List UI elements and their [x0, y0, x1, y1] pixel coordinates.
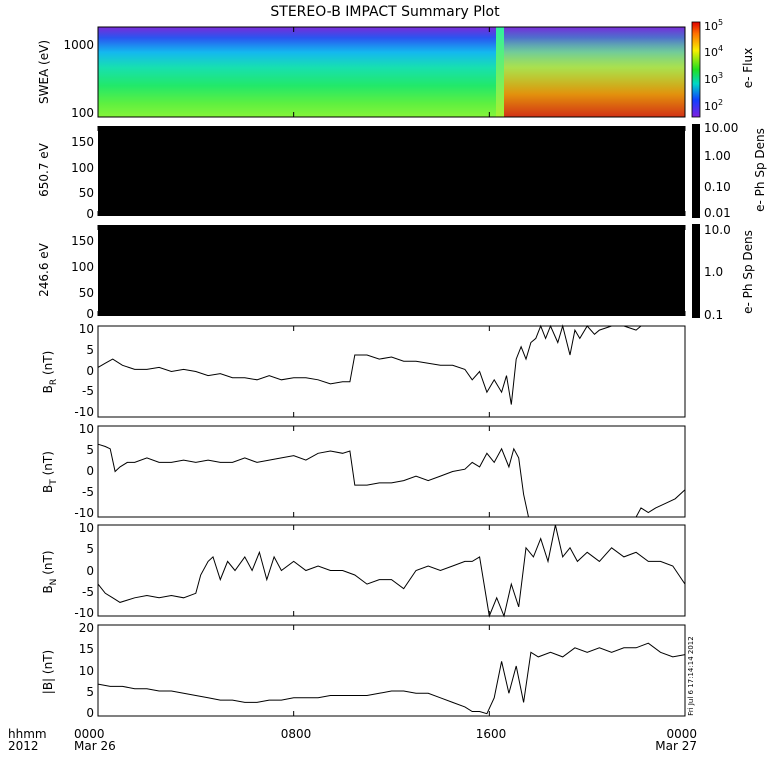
ph246-ytick-150: 150: [71, 234, 94, 248]
br-ytick-10: 10: [79, 322, 94, 336]
ph650-cbar-tick-2: 0.10: [704, 180, 731, 194]
bmag-ylabel: |B| (nT): [41, 650, 55, 694]
bt-ytick-m10: -10: [74, 506, 94, 520]
ph246-ytick-50: 50: [79, 286, 94, 300]
ph650-spectrogram: [98, 126, 685, 216]
ph650-colorbar: [692, 124, 700, 218]
xtick-label-1: 0800: [281, 727, 312, 741]
swea-cbar-tick-1e2: 102: [704, 98, 723, 113]
bmag-series-line: [97, 642, 686, 715]
bn-ytick-m5: -5: [82, 585, 94, 599]
bt-ytick-0: 0: [86, 464, 94, 478]
ph650-cbar-label: e- Ph Sp Dens: [753, 128, 767, 212]
swea-cbar-tick-1e5: 105: [704, 18, 723, 33]
ph650-cbar-tick-3: 0.01: [704, 206, 731, 220]
ph650-cbar-tick-1: 1.00: [704, 149, 731, 163]
bt-ylabel: BT (nT): [41, 451, 59, 493]
bt-ytick-5: 5: [86, 443, 94, 457]
x-row-label-hhmm: hhmm: [8, 727, 47, 741]
ph650-ytick-150: 150: [71, 135, 94, 149]
bmag-panel: 20 15 10 5 0 |B| (nT) Fri Jul 6 17:14:14…: [41, 621, 695, 720]
field-series: [97, 324, 686, 715]
swea-cbar-tick-1e4: 104: [704, 44, 723, 59]
ph246-ytick-0: 0: [86, 307, 94, 321]
swea-burst: [499, 27, 685, 117]
br-panel: 10 5 0 -5 -10 BR (nT): [41, 322, 686, 419]
br-series-line: [97, 324, 661, 405]
br-ytick-0: 0: [86, 364, 94, 378]
ph650-panel: 150 100 50 0 650.7 eV 10.00 1.00 0.10 0.…: [37, 121, 767, 221]
bn-ylabel: BN (nT): [41, 550, 59, 593]
bn-ytick-5: 5: [86, 542, 94, 556]
br-ytick-5: 5: [86, 343, 94, 357]
swea-ytick-1000: 1000: [63, 38, 94, 52]
ph246-cbar-tick-1: 1.0: [704, 265, 723, 279]
ph650-ytick-100: 100: [71, 161, 94, 175]
xtick-label-3: 0000: [666, 727, 697, 741]
br-ytick-m10: -10: [74, 405, 94, 419]
ph246-cbar-label: e- Ph Sp Dens: [741, 230, 755, 314]
br-ytick-m5: -5: [82, 384, 94, 398]
x-axis-ticks: [97, 27, 686, 716]
bmag-ytick-0: 0: [86, 706, 94, 720]
ph650-ylabel: 650.7 eV: [37, 142, 51, 197]
xtick-date-0: Mar 26: [74, 739, 116, 753]
ph246-ylabel: 246.6 eV: [37, 242, 51, 297]
ph246-cbar-tick-2: 0.1: [704, 308, 723, 322]
bt-panel: 10 5 0 -5 -10 BT (nT): [41, 422, 686, 520]
bn-ytick-0: 0: [86, 564, 94, 578]
swea-cbar-tick-1e3: 103: [704, 71, 723, 86]
xtick-label-2: 1600: [476, 727, 507, 741]
ph246-spectrogram: [98, 225, 685, 316]
swea-ytick-100: 100: [71, 106, 94, 120]
xtick-label-0: 0000: [74, 727, 105, 741]
ph650-cbar-tick-0: 10.00: [704, 121, 738, 135]
ph246-panel: 150 100 50 0 246.6 eV 10.0 1.0 0.1 e- Ph…: [37, 223, 755, 322]
xtick-date-3: Mar 27: [655, 739, 697, 753]
bt-series-line: [97, 443, 686, 518]
bmag-ytick-10: 10: [79, 664, 94, 678]
x-row-label-year: 2012: [8, 739, 39, 753]
bt-ytick-m5: -5: [82, 485, 94, 499]
bt-ytick-10: 10: [79, 422, 94, 436]
bmag-ytick-20: 20: [79, 621, 94, 635]
timestamp: Fri Jul 6 17:14:14 2012: [687, 636, 695, 715]
ph246-colorbar: [692, 224, 700, 318]
swea-ylabel: SWEA (eV): [37, 40, 51, 104]
bmag-ytick-5: 5: [86, 685, 94, 699]
br-ylabel: BR (nT): [41, 351, 59, 394]
swea-shock-spike: [496, 27, 504, 117]
ph650-ytick-0: 0: [86, 207, 94, 221]
bn-series-line: [97, 524, 686, 618]
bn-ytick-10: 10: [79, 521, 94, 535]
swea-cbar-label: e- Flux: [741, 48, 755, 88]
bn-panel: 10 5 0 -5 -10 BN (nT): [41, 521, 686, 620]
ph246-ytick-100: 100: [71, 260, 94, 274]
plot-title: STEREO-B IMPACT Summary Plot: [270, 4, 500, 20]
ph650-ytick-50: 50: [79, 186, 94, 200]
bmag-ytick-15: 15: [79, 642, 94, 656]
ph246-cbar-tick-0: 10.0: [704, 223, 731, 237]
swea-colorbar: [691, 21, 701, 118]
swea-panel: 1000 100 SWEA (eV) 105 104 103 102 e- Fl…: [37, 18, 755, 120]
bn-ytick-m10: -10: [74, 606, 94, 620]
